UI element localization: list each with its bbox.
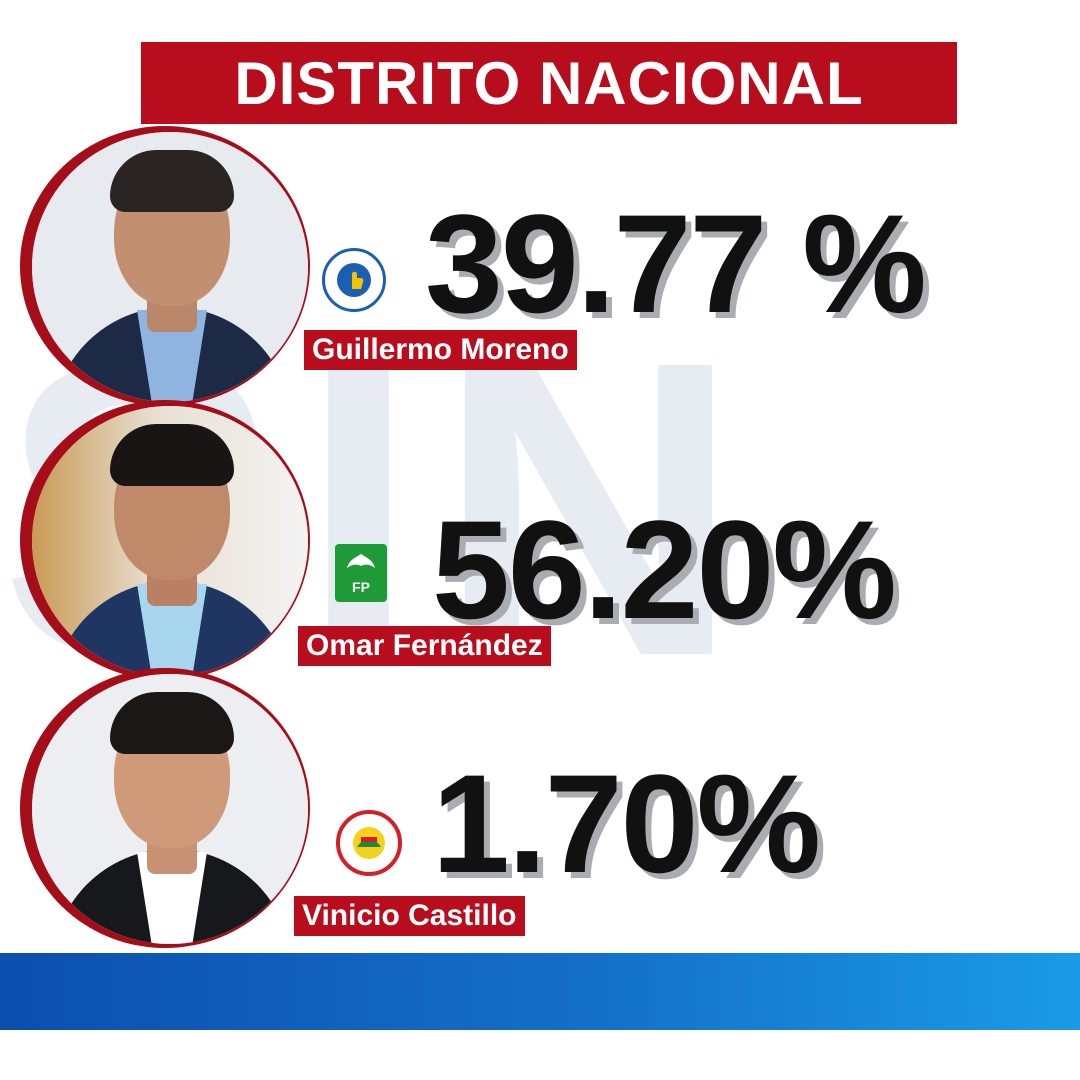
candidate-row-vinicio-castillo: 1.70% Vinicio Castillo	[0, 668, 1080, 958]
candidate-row-guillermo-moreno: 39.77 % Guillermo Moreno	[0, 126, 1080, 416]
candidate-percentage: 39.77 %	[425, 185, 927, 342]
candidate-name-tag: Vinicio Castillo	[294, 896, 525, 936]
candidate-row-omar-fernandez: FP 56.20% Omar Fernández	[0, 400, 1080, 690]
fp-party-logo-icon: FP	[335, 544, 387, 602]
candidate-photo	[32, 406, 308, 676]
prsc-party-logo-icon	[336, 810, 402, 876]
candidate-photo	[32, 674, 308, 944]
candidate-photo-frame	[20, 400, 310, 680]
candidate-name-tag: Omar Fernández	[298, 626, 551, 666]
candidate-percentage: 1.70%	[432, 745, 821, 902]
fp-logo-text: FP	[352, 579, 370, 595]
candidate-photo-frame	[20, 668, 310, 948]
candidate-percentage: 56.20%	[432, 491, 897, 648]
candidate-photo-frame	[20, 126, 310, 406]
bottom-blue-band	[0, 953, 1080, 1030]
candidate-name-tag: Guillermo Moreno	[304, 330, 577, 370]
candidate-photo	[32, 132, 308, 402]
title-banner: DISTRITO NACIONAL	[141, 42, 957, 124]
page-title: DISTRITO NACIONAL	[234, 49, 864, 117]
prm-party-logo-icon	[322, 248, 386, 312]
